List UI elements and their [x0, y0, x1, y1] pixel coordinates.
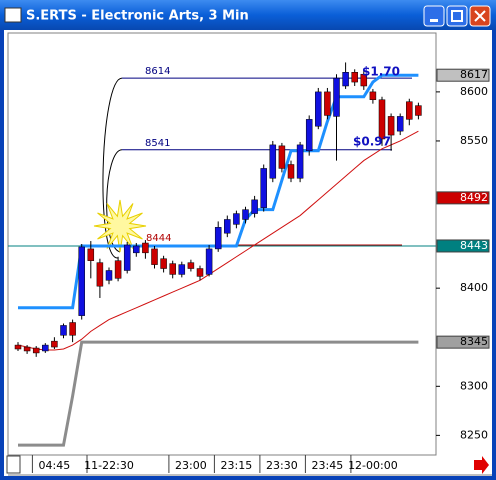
candle-body [42, 344, 49, 352]
x-tick-label: 11-22:30 [84, 459, 134, 472]
close-icon [474, 10, 486, 22]
title-bar [0, 0, 496, 30]
candle-body [360, 73, 368, 87]
y-tick-label: 8550 [460, 134, 488, 147]
price-label: 8345 [460, 335, 488, 348]
minimize-icon [430, 19, 438, 22]
plot-area [7, 32, 437, 456]
candle-body [224, 219, 231, 234]
level-label: 8444 [146, 233, 171, 244]
window-title: S.ERTS - Electronic Arts, 3 Min [26, 9, 249, 24]
candle-body [196, 268, 204, 277]
candle-body [269, 144, 277, 179]
candle-body [123, 244, 131, 271]
candle-body [205, 248, 213, 275]
candle-body [214, 227, 222, 250]
candle-body [23, 346, 31, 352]
bracket-curve [102, 77, 123, 259]
price-box [436, 191, 490, 205]
annotation: $1.70 [362, 65, 400, 79]
level-label: 8614 [145, 66, 170, 77]
y-tick-label: 8600 [460, 85, 488, 98]
candle-body [160, 258, 167, 269]
candle-body [369, 91, 377, 100]
candle-body [324, 91, 331, 116]
maximize-icon [451, 10, 463, 22]
candle-body [32, 347, 40, 354]
candle-body [387, 116, 395, 136]
price-box [436, 239, 490, 253]
price-label: 8617 [460, 68, 488, 81]
candle-body [242, 209, 249, 220]
candle-body [14, 344, 22, 350]
candle-body [114, 260, 122, 279]
indicator-line [18, 340, 419, 447]
starburst [93, 199, 147, 253]
candle-body [105, 270, 113, 281]
x-tick-label: 23:30 [266, 459, 298, 472]
candle-body [260, 168, 267, 208]
annotation: $0.97 [353, 134, 391, 148]
x-tick-label: 23:45 [312, 459, 344, 472]
candle-body [378, 99, 386, 140]
y-tick-label: 8300 [460, 379, 488, 392]
candle-body [69, 322, 76, 336]
price-label: 8443 [460, 239, 488, 252]
minimize-button[interactable] [423, 5, 445, 27]
x-tick-label: 23:15 [221, 459, 253, 472]
candle-body [60, 325, 67, 336]
candle-body [315, 91, 322, 127]
scroll-box[interactable] [6, 455, 21, 474]
candle-body [406, 101, 413, 120]
candle-body [169, 263, 176, 275]
candle-body [333, 77, 340, 117]
candle-body [351, 72, 358, 83]
x-tick-label: 23:00 [175, 459, 207, 472]
x-tick-label: 04:45 [39, 459, 71, 472]
candle-body [233, 213, 240, 225]
candle-body [133, 245, 140, 254]
price-box [436, 335, 490, 349]
price-box [436, 68, 490, 82]
candle-body [415, 105, 422, 116]
candle-body [78, 246, 85, 316]
scroll-arrow[interactable] [474, 456, 489, 474]
y-tick-label: 8250 [460, 428, 488, 441]
candle-body [287, 164, 295, 179]
candle-body [87, 248, 95, 261]
candle-body [187, 262, 195, 269]
candle-body [342, 72, 349, 87]
candle-body [305, 119, 313, 152]
candle-body [251, 199, 258, 214]
y-tick-label: 8400 [460, 281, 488, 294]
x-tick-label: 12-00:00 [348, 459, 398, 472]
candle-body [151, 248, 158, 265]
app-icon [4, 7, 22, 23]
candle-body [296, 144, 304, 179]
candle-body [278, 145, 286, 169]
candle-body [51, 340, 58, 348]
indicator-line [17, 130, 419, 351]
candle-body [142, 242, 149, 254]
candle-body [96, 262, 104, 287]
level-label: 8541 [145, 138, 170, 149]
maximize-button[interactable] [446, 5, 468, 27]
candle-body [396, 116, 404, 132]
candle-body [178, 264, 186, 275]
plot: 8250 8300 8400 8550 8600 04:45 11-22:30 23:00 23… [8, 62, 490, 473]
price-label: 8492 [460, 191, 488, 204]
